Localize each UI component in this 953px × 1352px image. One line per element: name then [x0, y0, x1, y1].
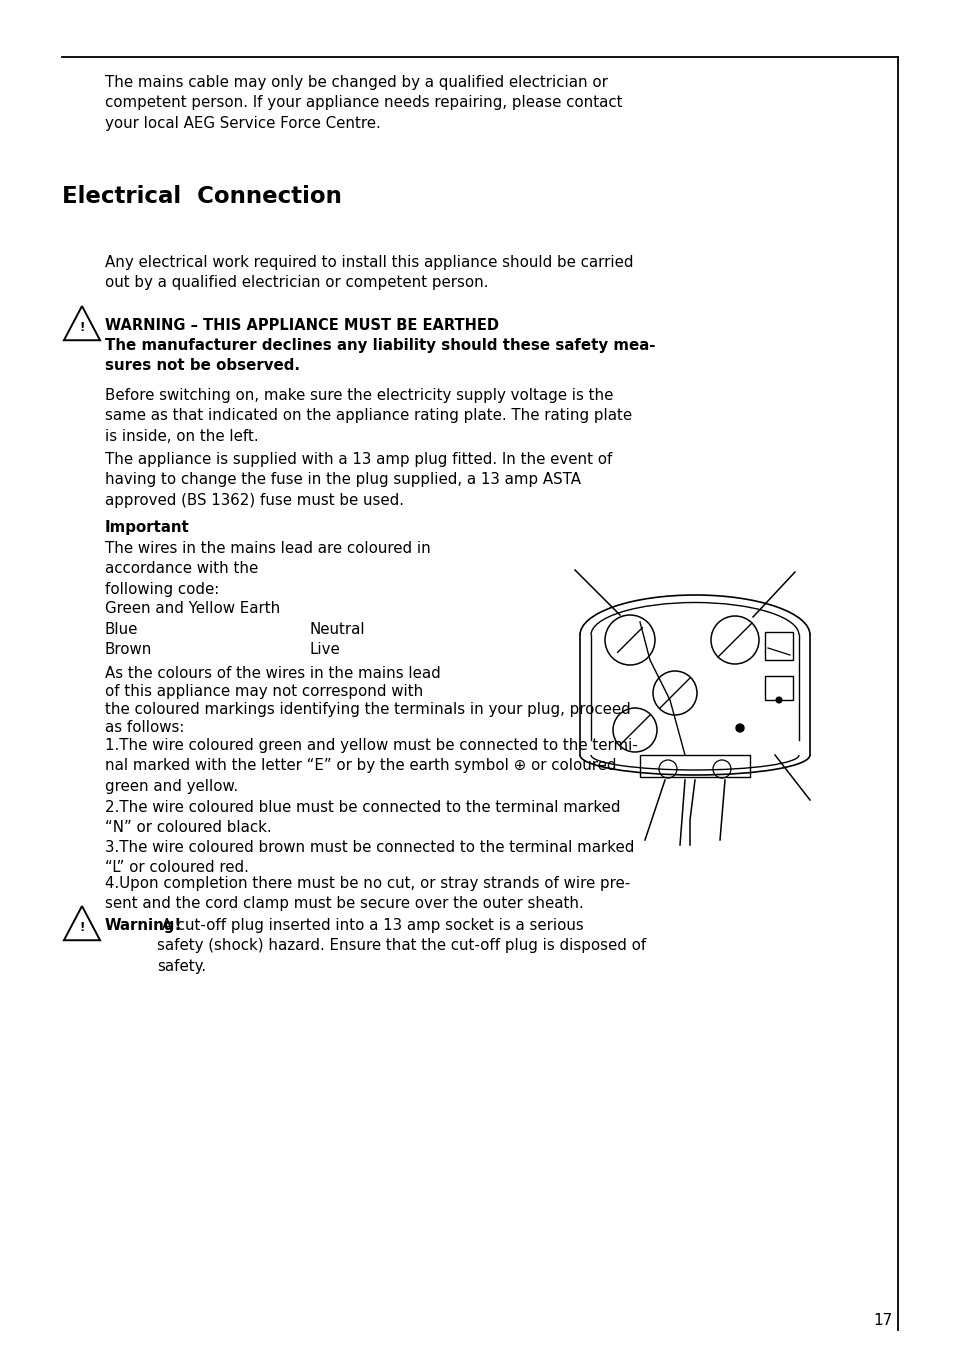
Text: Blue: Blue [105, 622, 138, 637]
Text: Any electrical work required to install this appliance should be carried
out by : Any electrical work required to install … [105, 256, 633, 291]
Text: As the colours of the wires in the mains lead: As the colours of the wires in the mains… [105, 667, 440, 681]
Text: WARNING – THIS APPLIANCE MUST BE EARTHED: WARNING – THIS APPLIANCE MUST BE EARTHED [105, 318, 498, 333]
Text: The mains cable may only be changed by a qualified electrician or
competent pers: The mains cable may only be changed by a… [105, 74, 622, 131]
Text: 2.The wire coloured blue must be connected to the terminal marked
“N” or coloure: 2.The wire coloured blue must be connect… [105, 800, 619, 836]
Text: A cut-off plug inserted into a 13 amp socket is a serious
safety (shock) hazard.: A cut-off plug inserted into a 13 amp so… [157, 918, 645, 973]
Text: Electrical  Connection: Electrical Connection [62, 185, 341, 208]
Text: 17: 17 [873, 1313, 892, 1328]
Circle shape [775, 698, 781, 703]
Text: Warning!: Warning! [105, 918, 182, 933]
Text: 4.Upon completion there must be no cut, or stray strands of wire pre-
sent and t: 4.Upon completion there must be no cut, … [105, 876, 630, 911]
Text: Live: Live [310, 642, 340, 657]
Text: The manufacturer declines any liability should these safety mea-
sures not be ob: The manufacturer declines any liability … [105, 338, 655, 373]
Text: Before switching on, make sure the electricity supply voltage is the
same as tha: Before switching on, make sure the elect… [105, 388, 632, 443]
Text: !: ! [79, 322, 85, 334]
Text: Neutral: Neutral [310, 622, 365, 637]
Text: of this appliance may not correspond with: of this appliance may not correspond wit… [105, 684, 423, 699]
Text: Brown: Brown [105, 642, 152, 657]
Text: the coloured markings identifying the terminals in your plug, proceed: the coloured markings identifying the te… [105, 702, 630, 717]
Text: Green and Yellow Earth: Green and Yellow Earth [105, 602, 280, 617]
Text: 1.The wire coloured green and yellow must be connected to the termi-
nal marked : 1.The wire coloured green and yellow mus… [105, 738, 638, 794]
Text: as follows:: as follows: [105, 721, 184, 735]
Text: The appliance is supplied with a 13 amp plug fitted. In the event of
having to c: The appliance is supplied with a 13 amp … [105, 452, 612, 508]
Text: 3.The wire coloured brown must be connected to the terminal marked
“L” or colour: 3.The wire coloured brown must be connec… [105, 840, 634, 875]
Text: !: ! [79, 922, 85, 934]
Circle shape [735, 725, 743, 731]
Text: Important: Important [105, 521, 190, 535]
Text: The wires in the mains lead are coloured in
accordance with the
following code:: The wires in the mains lead are coloured… [105, 541, 431, 596]
